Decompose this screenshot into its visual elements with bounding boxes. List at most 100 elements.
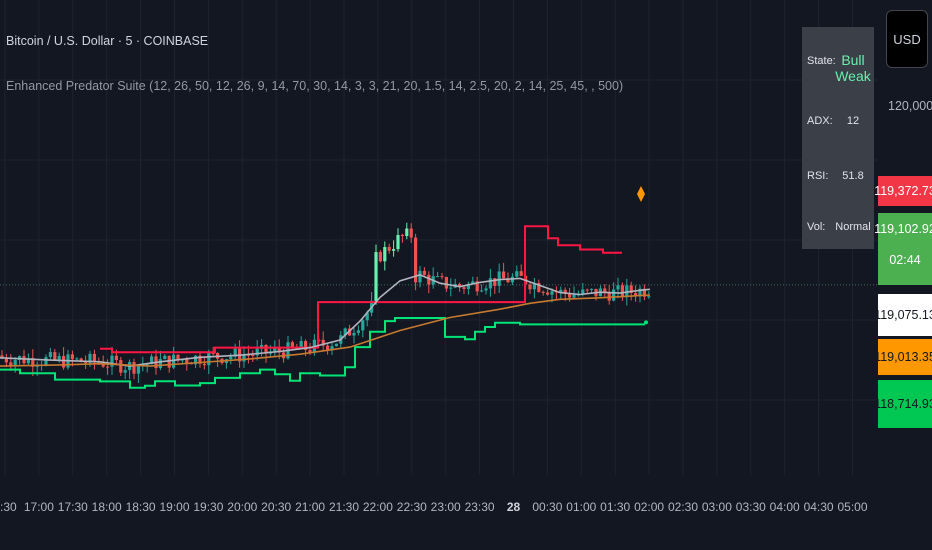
- candle-body: [255, 348, 259, 356]
- candle-body: [620, 285, 624, 298]
- time-tick-label: 02:00: [634, 500, 665, 514]
- time-tick-label: 18:30: [125, 500, 156, 514]
- symbol-title[interactable]: Bitcoin / U.S. Dollar · 5 · COINBASE: [6, 34, 209, 48]
- signal-diamond-icon: [637, 186, 645, 202]
- time-tick-label: 21:30: [328, 500, 360, 514]
- adx-row: ADX: 12: [802, 112, 874, 132]
- time-tick-label: 22:30: [396, 500, 427, 514]
- candle-body: [546, 292, 550, 295]
- candle-body: [88, 353, 92, 363]
- candle-body: [396, 235, 400, 250]
- price-axis-label: 120,000.00: [888, 99, 932, 113]
- time-tick-label: 6:30: [0, 500, 17, 514]
- candle-body: [207, 352, 211, 366]
- ema-slow-price-tag: 119,013.35: [874, 339, 932, 375]
- candle-body: [563, 289, 567, 294]
- countdown-tag: 02:44: [878, 245, 932, 285]
- time-tick-label: 02:30: [667, 500, 699, 514]
- candle-body: [471, 281, 475, 284]
- candle-body: [132, 362, 136, 374]
- series-ema_slow: [0, 294, 651, 367]
- currency-button[interactable]: USD: [886, 10, 928, 68]
- candle-body: [361, 320, 365, 331]
- state-value: Bull Weak: [835, 52, 871, 84]
- candle-body: [251, 355, 255, 357]
- indicator-title[interactable]: Enhanced Predator Suite (12, 26, 50, 12,…: [6, 79, 624, 93]
- candle-body: [110, 355, 114, 367]
- candle-body: [185, 359, 189, 364]
- candle-body: [343, 328, 347, 336]
- adx-key: ADX:: [807, 115, 833, 127]
- candle-body: [167, 355, 171, 368]
- time-tick-label: 04:30: [803, 500, 834, 514]
- candle-body: [568, 293, 572, 298]
- candle-body: [229, 356, 233, 360]
- candle-body: [198, 355, 202, 364]
- candle-body: [35, 365, 39, 367]
- candle-body: [493, 278, 497, 286]
- candle-body: [84, 361, 88, 363]
- candle-body: [114, 355, 118, 361]
- candle-body: [299, 341, 303, 349]
- candle-body: [409, 228, 413, 238]
- time-tick-label: 17:00: [23, 500, 54, 514]
- candle-body: [352, 332, 356, 336]
- time-axis[interactable]: 6:3017:0017:3018:0018:3019:0019:3020:002…: [0, 500, 932, 520]
- candle-body: [497, 271, 501, 286]
- candle-body: [541, 291, 545, 293]
- candle-body: [581, 289, 585, 295]
- candle-body: [136, 365, 140, 374]
- candle-body: [48, 352, 52, 358]
- time-tick-label: 00:30: [532, 500, 563, 514]
- candle-body: [392, 249, 396, 251]
- rsi-key: RSI:: [807, 170, 829, 182]
- candle-body: [506, 278, 510, 283]
- time-tick-label: 20:30: [261, 500, 292, 514]
- candle-body: [383, 247, 387, 262]
- series-upper_stop: [100, 225, 622, 354]
- last-price-tag: 119,102.92: [874, 213, 932, 245]
- candle-body: [4, 358, 8, 363]
- time-tick-label: 19:30: [193, 500, 224, 514]
- status-panel: State: Bull Weak ADX: 12 RSI: 51.8 Vol: …: [802, 27, 874, 249]
- time-tick-label: 03:30: [735, 500, 766, 514]
- candle-body: [449, 287, 453, 289]
- vol-key: Vol:: [807, 221, 826, 233]
- rsi-row: RSI: 51.8: [802, 167, 874, 187]
- candle-body: [277, 347, 281, 353]
- candle-body: [378, 252, 382, 262]
- candle-body: [290, 342, 294, 347]
- candle-body: [387, 247, 391, 251]
- candle-body: [44, 357, 48, 365]
- candle-body: [466, 283, 470, 290]
- candle-body: [308, 349, 312, 353]
- time-tick-label: 19:00: [159, 500, 190, 514]
- candle-body: [634, 292, 638, 297]
- candle-body: [400, 235, 404, 237]
- candle-body: [150, 356, 154, 365]
- candle-body: [475, 281, 479, 292]
- candle-body: [9, 362, 13, 366]
- time-tick-label: 05:00: [837, 500, 868, 514]
- candle-body: [374, 252, 378, 301]
- candle-body: [70, 354, 74, 360]
- candle-body: [559, 289, 563, 293]
- candle-body: [572, 294, 576, 298]
- time-tick-label: 04:00: [769, 500, 800, 514]
- time-tick-label: 03:00: [701, 500, 732, 514]
- candle-body: [273, 347, 277, 352]
- candle-body: [528, 284, 532, 290]
- time-tick-label: 21:00: [295, 500, 326, 514]
- candle-body: [356, 330, 360, 333]
- candle-body: [31, 358, 35, 367]
- candle-body: [502, 271, 506, 279]
- candle-body: [638, 288, 642, 297]
- time-tick-label: 18:00: [91, 500, 122, 514]
- time-tick-label: 23:00: [430, 500, 461, 514]
- candle-body: [603, 288, 607, 293]
- candle-body: [480, 290, 484, 292]
- candle-body: [163, 355, 167, 360]
- time-tick-label: 01:00: [566, 500, 597, 514]
- candle-body: [211, 352, 215, 354]
